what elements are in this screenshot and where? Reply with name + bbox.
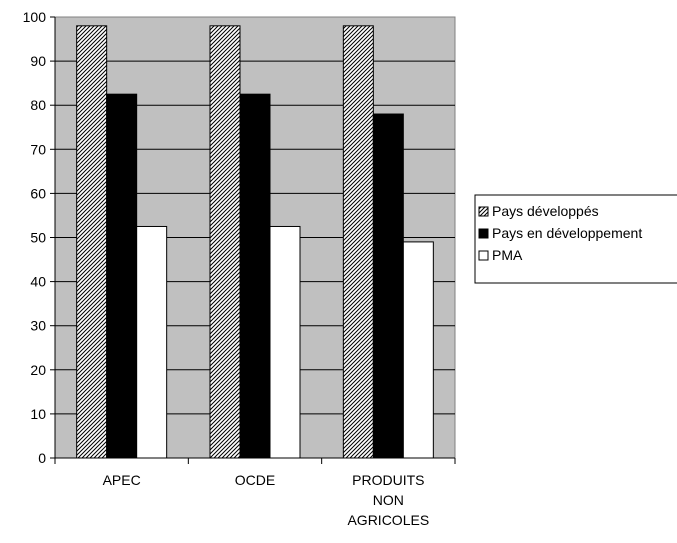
bar bbox=[106, 93, 138, 459]
legend-swatch bbox=[478, 206, 489, 217]
x-tick-label: PRODUITS bbox=[352, 472, 424, 488]
x-tick-label: AGRICOLES bbox=[347, 512, 429, 528]
y-tick-label: 60 bbox=[30, 185, 46, 201]
legend-label: Pays développés bbox=[492, 203, 599, 219]
legend-label: PMA bbox=[492, 247, 523, 263]
y-tick-label: 20 bbox=[30, 362, 46, 378]
x-tick-label: APEC bbox=[103, 472, 141, 488]
y-tick-label: 70 bbox=[30, 141, 46, 157]
x-tick-label: OCDE bbox=[235, 472, 275, 488]
legend: Pays développés Pays en développement PMA bbox=[474, 194, 677, 284]
legend-box bbox=[474, 194, 677, 284]
y-tick-label: 80 bbox=[30, 97, 46, 113]
bar bbox=[342, 25, 374, 459]
y-tick-label: 90 bbox=[30, 53, 46, 69]
bars bbox=[76, 25, 434, 459]
bar bbox=[269, 225, 301, 459]
legend-swatch bbox=[478, 228, 489, 239]
x-axis: APEC OCDE PRODUITS NON AGRICOLES bbox=[54, 457, 456, 528]
y-tick-label: 30 bbox=[30, 318, 46, 334]
y-tick-label: 40 bbox=[30, 274, 46, 290]
y-axis: 0 10 20 30 40 50 60 70 80 90 100 bbox=[23, 9, 56, 466]
bar bbox=[239, 93, 271, 459]
bar bbox=[136, 225, 168, 459]
y-tick-label: 10 bbox=[30, 406, 46, 422]
bar bbox=[402, 241, 434, 459]
bar bbox=[372, 113, 404, 459]
x-tick-label: NON bbox=[373, 492, 404, 508]
y-tick-label: 50 bbox=[30, 230, 46, 246]
y-tick-label: 100 bbox=[23, 9, 47, 25]
bar bbox=[76, 25, 108, 459]
bar bbox=[209, 25, 241, 459]
legend-swatch bbox=[478, 250, 489, 261]
y-tick-label: 0 bbox=[38, 450, 46, 466]
legend-label: Pays en développement bbox=[492, 225, 642, 241]
